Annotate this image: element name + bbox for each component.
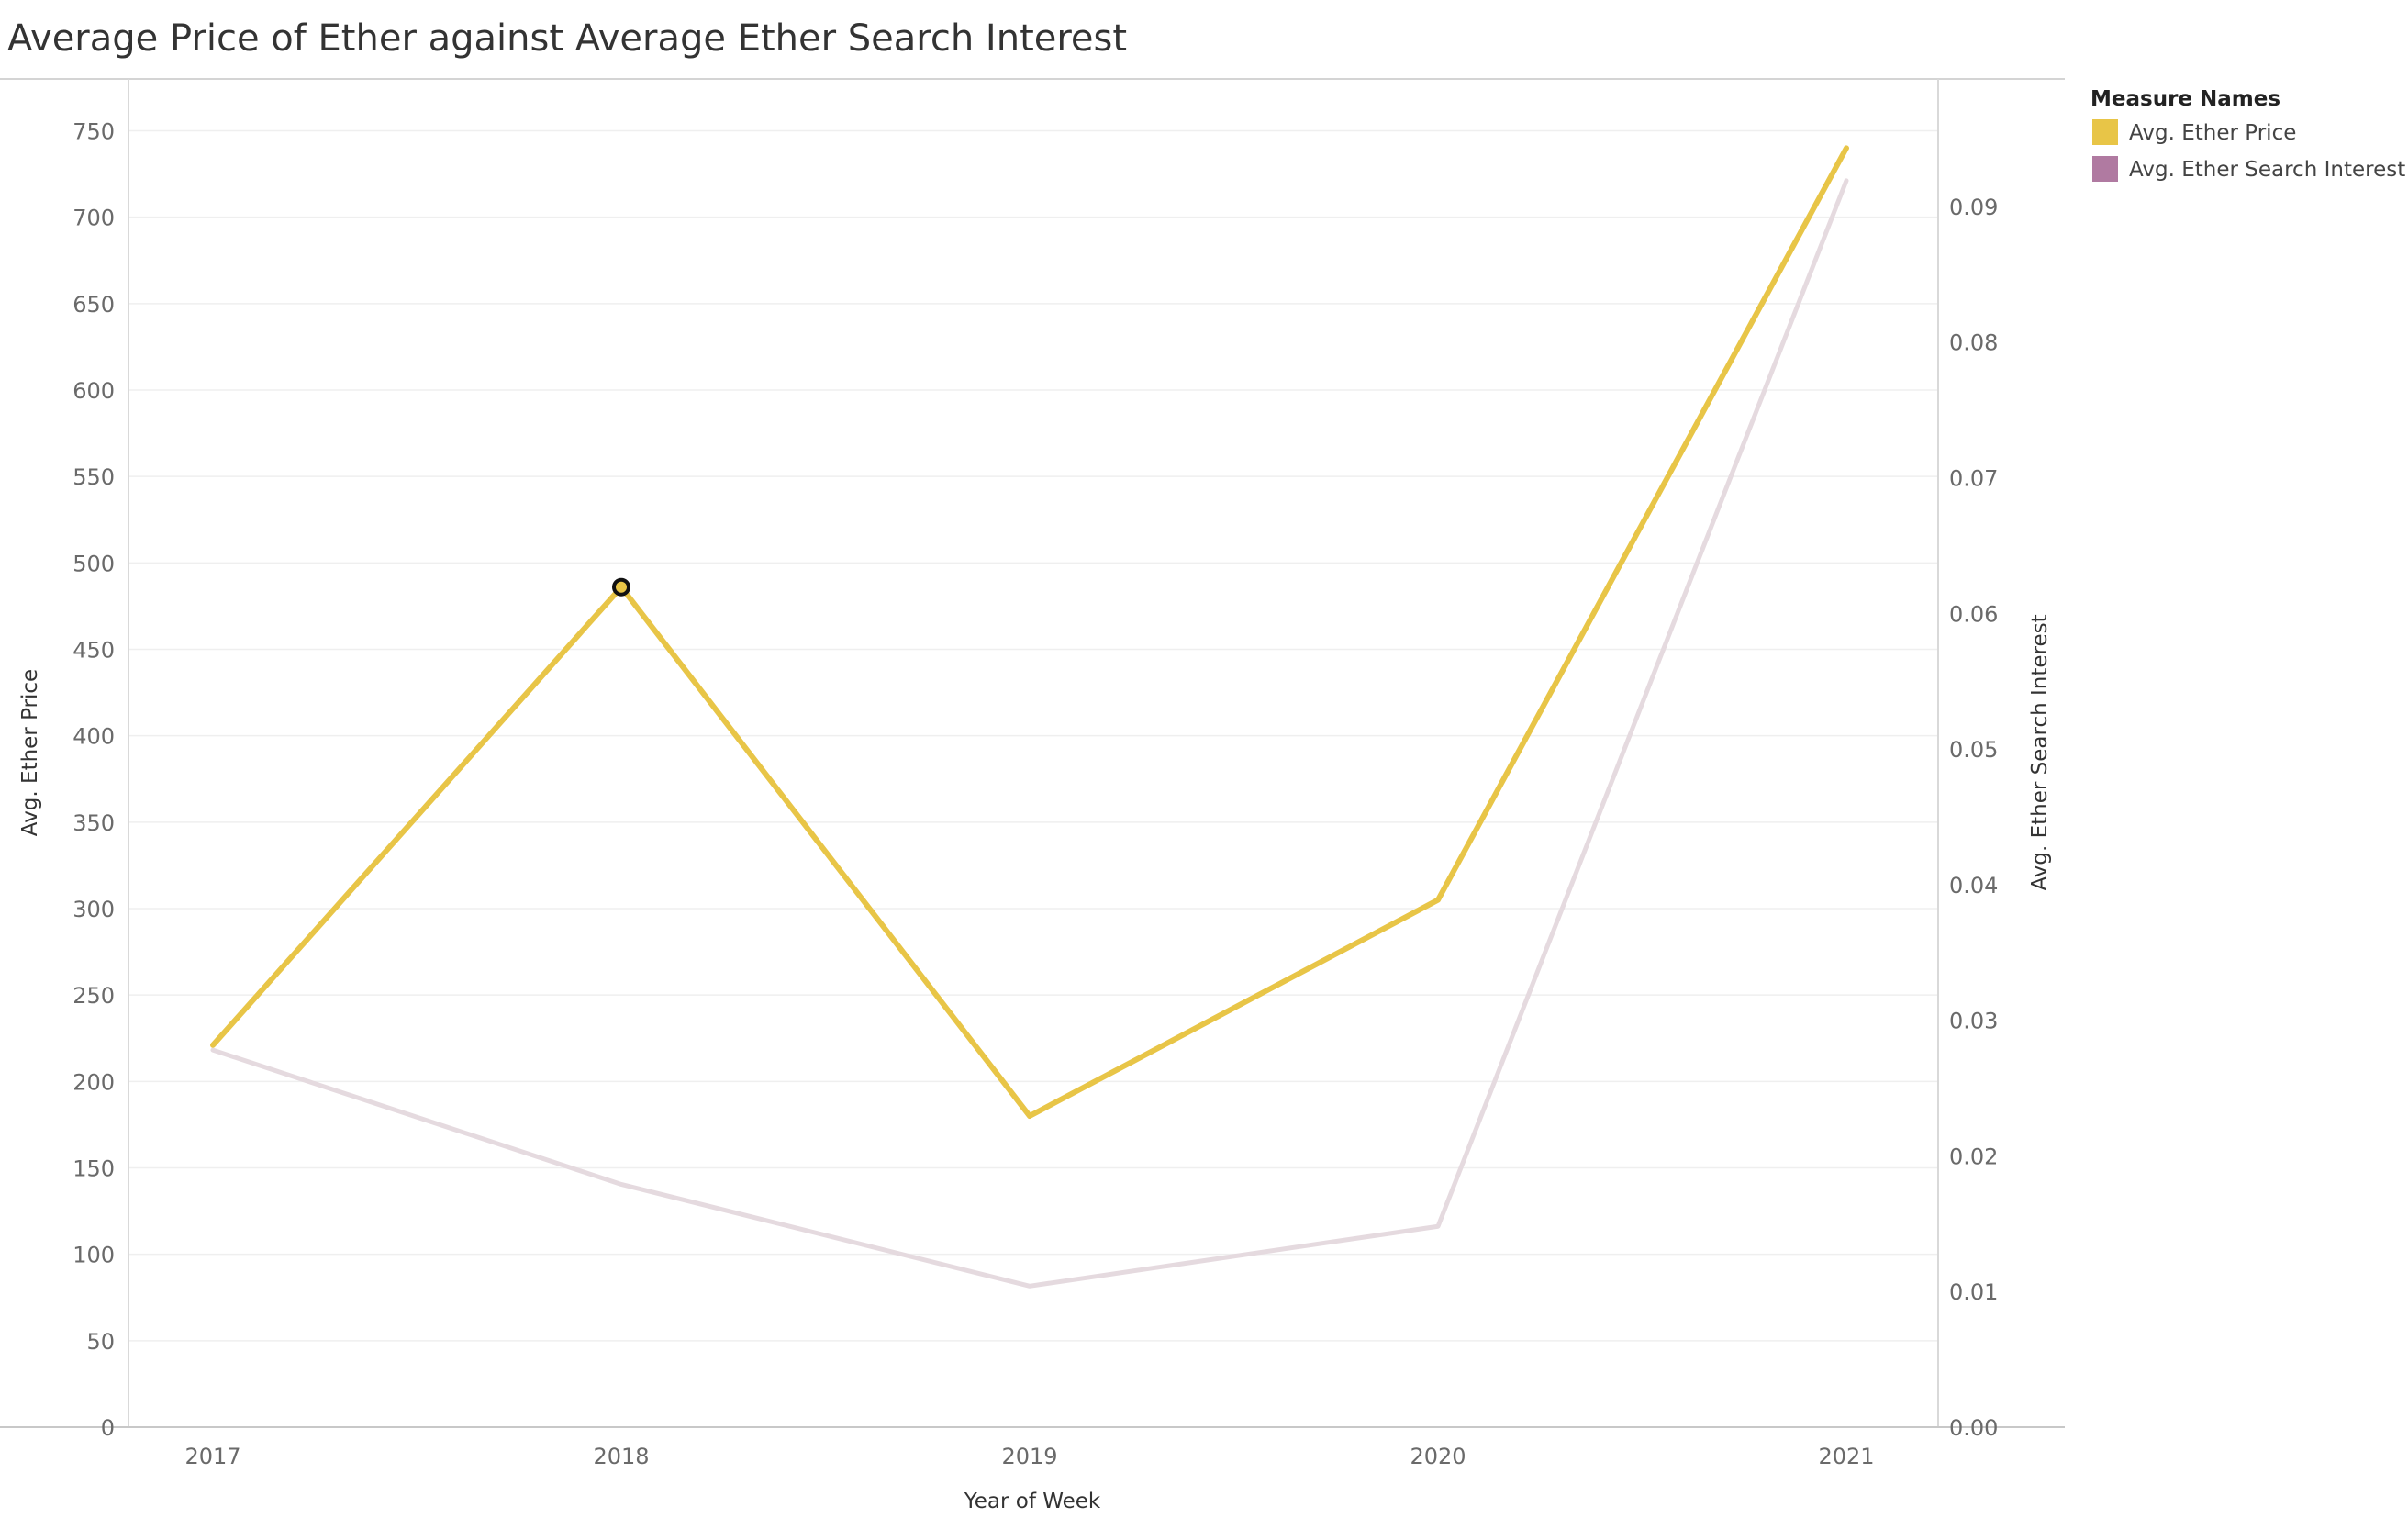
- y-tick-label: 750: [72, 119, 115, 145]
- y-tick-label: 350: [72, 810, 115, 836]
- x-axis-ticks: 2017 2018 2019 2020 2021: [184, 1444, 1874, 1469]
- gridlines: [128, 129, 1938, 1342]
- legend-title: Measure Names: [2090, 87, 2280, 111]
- y2-tick-label: 0.04: [1949, 873, 1998, 898]
- x-tick-label: 2020: [1410, 1444, 1466, 1469]
- right-axis-ticks: 0.00 0.01 0.02 0.03 0.04 0.05 0.06 0.07 0.08 0.09: [1949, 195, 1998, 1441]
- x-tick-label: 2018: [593, 1444, 649, 1469]
- y-tick-label: 200: [72, 1069, 115, 1095]
- y-tick-label: 550: [72, 464, 115, 490]
- y2-tick-label: 0.01: [1949, 1279, 1998, 1305]
- y2-tick-label: 0.00: [1949, 1415, 1998, 1441]
- highlighted-data-point: [612, 577, 630, 597]
- y-tick-label: 100: [72, 1243, 115, 1268]
- y2-tick-label: 0.06: [1949, 601, 1998, 627]
- y-tick-label: 50: [86, 1329, 115, 1355]
- y-tick-label: 250: [72, 983, 115, 1009]
- x-tick-label: 2019: [1001, 1444, 1057, 1469]
- y2-tick-label: 0.08: [1949, 330, 1998, 356]
- chart-title: Average Price of Ether against Average E…: [7, 17, 1127, 60]
- legend-swatch: [2092, 119, 2118, 145]
- y2-tick-label: 0.07: [1949, 465, 1998, 491]
- x-tick-label: 2017: [184, 1444, 240, 1469]
- left-axis-ticks: 0 50 100 150 200 250 300 350 400 450 500 550 600 650 7…: [72, 119, 115, 1442]
- legend-label: Avg. Ether Search Interest: [2129, 158, 2405, 182]
- y-tick-label: 0: [101, 1415, 115, 1441]
- x-axis-title: Year of Week: [964, 1490, 1101, 1513]
- y-tick-label: 500: [72, 551, 115, 576]
- y-tick-label: 450: [72, 638, 115, 664]
- y-tick-label: 600: [72, 378, 115, 404]
- y-axis-title: Avg. Ether Price: [18, 669, 42, 836]
- y-tick-label: 650: [72, 292, 115, 318]
- y-tick-label: 150: [72, 1156, 115, 1182]
- legend-swatch: [2092, 156, 2118, 182]
- data-points: [612, 577, 630, 597]
- legend-label: Avg. Ether Price: [2129, 121, 2296, 145]
- y2-tick-label: 0.03: [1949, 1009, 1998, 1034]
- y2-axis-title: Avg. Ether Search Interest: [2028, 614, 2052, 890]
- series-line-search-interest: [210, 178, 1849, 1289]
- y-tick-label: 700: [72, 206, 115, 231]
- y2-tick-label: 0.02: [1949, 1144, 1998, 1169]
- y2-tick-label: 0.09: [1949, 195, 1998, 220]
- y-tick-label: 400: [72, 724, 115, 750]
- y2-tick-label: 0.05: [1949, 737, 1998, 763]
- series-line-ether-price: [210, 145, 1849, 1119]
- x-tick-label: 2021: [1818, 1444, 1874, 1469]
- y-tick-label: 300: [72, 897, 115, 922]
- legend-items: Avg. Ether Price Avg. Ether Search Intere…: [2092, 119, 2405, 182]
- series-lines: [210, 145, 1849, 1289]
